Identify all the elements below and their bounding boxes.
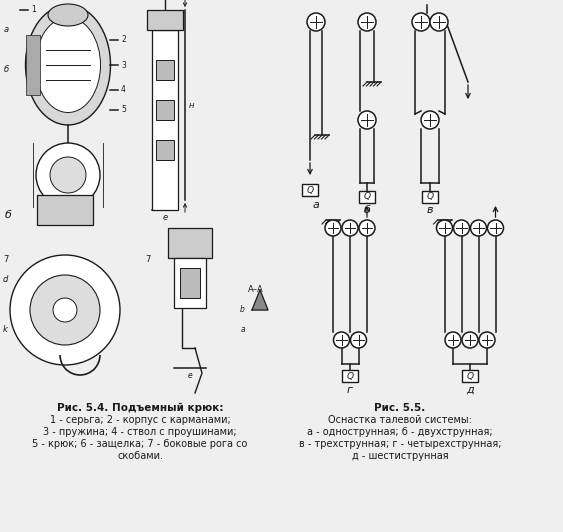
Text: б: б [4, 65, 9, 74]
Text: 7: 7 [3, 255, 8, 264]
Text: а: а [240, 326, 245, 335]
Circle shape [454, 220, 470, 236]
Text: н: н [189, 101, 194, 110]
Text: д: д [466, 385, 474, 395]
Bar [25, 35, 39, 95]
Bar [147, 10, 183, 30]
Text: б: б [364, 205, 370, 215]
Text: А–А: А–А [248, 286, 263, 295]
Polygon shape [252, 290, 268, 310]
Circle shape [351, 332, 367, 348]
Bar [152, 30, 178, 210]
Text: д - шестиструнная: д - шестиструнная [352, 451, 448, 461]
Text: 2: 2 [121, 36, 126, 45]
Text: е: е [187, 371, 193, 380]
Text: 3: 3 [121, 61, 126, 70]
Text: 5: 5 [121, 105, 126, 114]
Bar [37, 195, 93, 225]
Bar [180, 268, 200, 298]
Text: Q: Q [346, 371, 354, 380]
Text: в: в [427, 205, 434, 215]
Text: d: d [3, 276, 8, 285]
Text: 1: 1 [31, 5, 35, 14]
Circle shape [412, 13, 430, 31]
Bar [342, 370, 358, 382]
Circle shape [325, 220, 341, 236]
Text: b: b [240, 305, 245, 314]
Text: е: е [163, 213, 168, 222]
Circle shape [53, 298, 77, 322]
Text: k: k [3, 326, 8, 335]
Text: б: б [5, 210, 12, 220]
Text: 3 - пружина; 4 - ствол с проушинами;: 3 - пружина; 4 - ствол с проушинами; [43, 427, 237, 437]
Bar [422, 191, 438, 203]
Text: в - трехструнная; г - четырехструнная;: в - трехструнная; г - четырехструнная; [299, 439, 501, 449]
Text: Q: Q [364, 193, 370, 202]
Text: Оснастка талевой системы:: Оснастка талевой системы: [328, 415, 472, 425]
Circle shape [333, 332, 350, 348]
Circle shape [479, 332, 495, 348]
Circle shape [471, 220, 486, 236]
Text: Рис. 5.4. Подъемный крюк:: Рис. 5.4. Подъемный крюк: [57, 403, 224, 413]
Bar [156, 140, 174, 160]
Text: 7: 7 [145, 255, 150, 264]
Circle shape [359, 220, 375, 236]
Text: а: а [4, 26, 9, 35]
Text: скобами.: скобами. [117, 451, 163, 461]
Circle shape [342, 220, 358, 236]
Text: а: а [312, 200, 319, 210]
Text: 1 - серьга; 2 - корпус с карманами;: 1 - серьга; 2 - корпус с карманами; [50, 415, 230, 425]
Circle shape [358, 111, 376, 129]
Text: Q: Q [466, 371, 473, 380]
Bar [156, 60, 174, 80]
Circle shape [36, 143, 100, 207]
Bar [302, 184, 318, 196]
Circle shape [445, 332, 461, 348]
Circle shape [10, 255, 120, 365]
Bar [174, 258, 206, 308]
Circle shape [421, 111, 439, 129]
Ellipse shape [48, 4, 88, 26]
Ellipse shape [25, 5, 110, 125]
Text: Q: Q [426, 193, 434, 202]
Circle shape [462, 332, 478, 348]
Text: 4: 4 [121, 86, 126, 95]
Text: Q: Q [306, 186, 314, 195]
Circle shape [436, 220, 453, 236]
Text: 5 - крюк; 6 - защелка; 7 - боковые рога со: 5 - крюк; 6 - защелка; 7 - боковые рога … [32, 439, 248, 449]
Text: г: г [347, 385, 353, 395]
Bar [359, 191, 375, 203]
Circle shape [30, 275, 100, 345]
Circle shape [50, 157, 86, 193]
Circle shape [430, 13, 448, 31]
Bar [462, 370, 478, 382]
Circle shape [488, 220, 503, 236]
Circle shape [307, 13, 325, 31]
Ellipse shape [35, 18, 101, 112]
Text: Рис. 5.5.: Рис. 5.5. [374, 403, 426, 413]
Bar [168, 228, 212, 258]
Bar [156, 100, 174, 120]
Text: а - однострунная; б - двухструнная;: а - однострунная; б - двухструнная; [307, 427, 493, 437]
Circle shape [358, 13, 376, 31]
